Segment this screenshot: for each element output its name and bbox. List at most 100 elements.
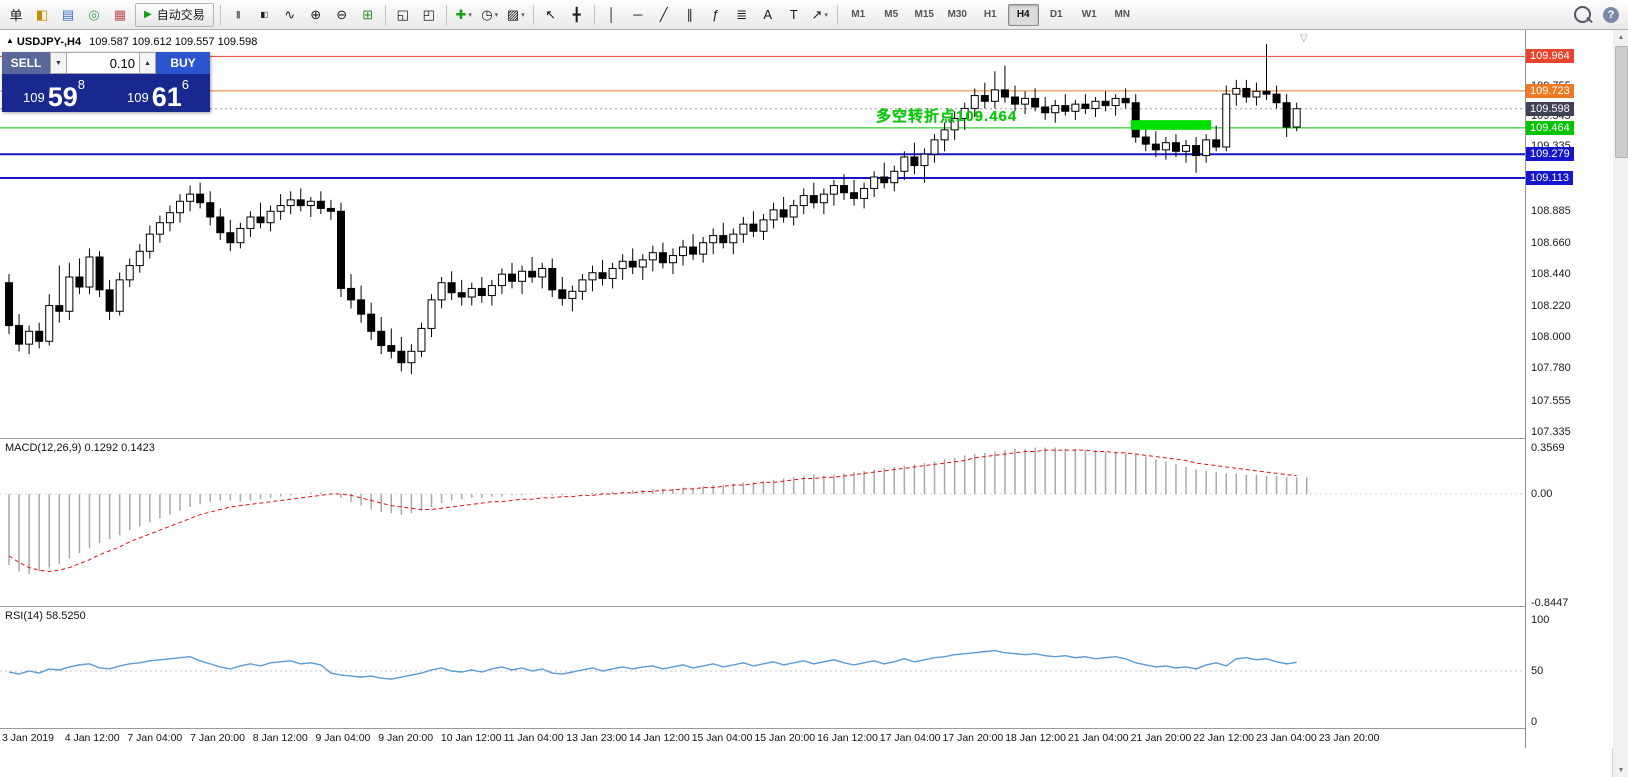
terminal-icon[interactable]: ▦ (108, 3, 132, 27)
auto-trading-button[interactable]: ▶ 自动交易 (135, 2, 214, 27)
toolbar-items: 单 ◧ ▤ ◎ ▦ ▶ 自动交易 ||| ▮▯ ∿ ⊕ ⊖ ⊞ ◱ ◰ ✚ ▾ ◷ ▾ ▨ ▾ ↖ ╋ │ ─ ╱ ∥ ƒ ≣ A T ↗ ▾ (3, 2, 842, 27)
price-tick: 108.660 (1531, 236, 1571, 249)
highlight-zone (1130, 120, 1212, 130)
volume-decrease-button[interactable]: ▼ (50, 52, 67, 74)
timeframe-group: M1 M5 M15 M30 H1 H4 D1 W1 MN (842, 3, 1139, 26)
data-window-icon[interactable]: ▤ (56, 3, 80, 27)
price-tick: 108.220 (1531, 299, 1571, 312)
tf-M30[interactable]: M30 (947, 9, 967, 20)
crosshair-icon[interactable]: ╋ (565, 3, 589, 27)
arrows-icon[interactable]: ↗ ▾ (808, 3, 832, 27)
sell-button[interactable]: SELL (2, 52, 50, 74)
tile-windows-icon[interactable]: ◱ (391, 3, 415, 27)
cascade-windows-icon[interactable]: ◰ (417, 3, 441, 27)
search-button[interactable] (1570, 3, 1594, 27)
time-label: 23 Jan 04:00 (1256, 732, 1317, 744)
chevron-down-icon: ▾ (824, 11, 828, 19)
text-label-icon[interactable]: T (782, 3, 806, 27)
volume-input[interactable] (67, 52, 139, 74)
toolbar-separator (445, 4, 447, 25)
tf-M5[interactable]: M5 (884, 9, 899, 20)
chevron-down-icon: ▾ (494, 11, 499, 19)
scrollbar-thumb[interactable] (1615, 46, 1628, 158)
tf-M1[interactable]: M1 (851, 9, 866, 20)
tf-MN[interactable]: MN (1114, 9, 1130, 20)
price-tick: 108.885 (1531, 204, 1571, 217)
navigator-glyph: ◎ (88, 6, 100, 22)
scroll-up-icon[interactable]: ▲ (1617, 33, 1625, 41)
trendline-glyph: ╱ (659, 6, 668, 22)
time-axis[interactable]: 3 Jan 2019 4 Jan 12:00 7 Jan 04:00 7 Jan 20… (0, 728, 1525, 748)
bar-chart-icon[interactable]: ||| (226, 3, 250, 27)
navigator-icon[interactable]: ◎ (82, 3, 106, 27)
chevron-down-icon: ▾ (468, 11, 472, 19)
vertical-line-icon[interactable]: │ (600, 3, 624, 27)
rsi-panel-svg[interactable] (0, 606, 1525, 728)
volume-increase-button[interactable]: ▲ (139, 52, 156, 74)
fibonacci-icon[interactable]: ƒ (704, 3, 728, 27)
price-tick: 108.000 (1531, 331, 1571, 343)
scroll-down-icon[interactable]: ▼ (1617, 766, 1625, 774)
horizontal-line-glyph: ─ (633, 7, 643, 22)
tf-W1[interactable]: W1 (1081, 9, 1097, 20)
ohlc-values: 109.587 109.612 109.557 109.598 (89, 36, 258, 48)
equidistant-channel-icon[interactable]: ∥ (678, 3, 702, 27)
macd-label: MACD(12,26,9) 0.1292 0.1423 (5, 442, 155, 454)
template-selector-icon[interactable]: ▨ ▾ (504, 3, 528, 27)
tf-D1[interactable]: D1 (1049, 9, 1063, 20)
zoom-out-icon[interactable]: ⊖ (330, 3, 354, 27)
candlestick-chart-icon[interactable]: ▮▯ (252, 3, 276, 27)
trendline-icon[interactable]: ╱ (652, 3, 676, 27)
price-chart-svg[interactable] (0, 30, 1525, 438)
cursor-icon[interactable]: ↖ (539, 3, 563, 27)
arrows-glyph: ↗ (811, 6, 823, 22)
chart-annotation: 多空转折点109.464 (876, 108, 1018, 125)
toolbar: 单 ◧ ▤ ◎ ▦ ▶ 自动交易 ||| ▮▯ ∿ ⊕ ⊖ ⊞ ◱ ◰ ✚ ▾ ◷ ▾ ▨ ▾ ↖ ╋ │ ─ ╱ ∥ ƒ ≣ A T ↗ ▾ … (0, 0, 1628, 30)
macd-panel-svg[interactable] (0, 438, 1525, 606)
vertical-scrollbar[interactable]: ▲ ▼ (1612, 30, 1628, 777)
auto-arrange-icon[interactable]: ⊞ (356, 3, 380, 27)
buy-price-pip: 6 (181, 77, 189, 92)
chevron-down-icon: ▾ (521, 11, 525, 19)
macd-rsi-divider[interactable] (0, 606, 1612, 607)
zoom-in-icon[interactable]: ⊕ (304, 3, 328, 27)
chart-shift-marker[interactable]: ▽ (1300, 33, 1308, 44)
chart-macd-divider[interactable] (0, 438, 1612, 439)
tile-windows-glyph: ◱ (396, 6, 409, 22)
new-order-glyph: ✚ (455, 6, 467, 22)
order-ticket-icon[interactable]: 单 (4, 3, 28, 27)
text-icon[interactable]: A (756, 3, 780, 27)
time-label: 21 Jan 20:00 (1130, 732, 1192, 744)
terminal-glyph: ▦ (113, 6, 127, 22)
time-label: 3 Jan 2019 (2, 732, 54, 744)
bar-chart-glyph: ||| (236, 10, 240, 19)
help-icon[interactable]: ? (1603, 6, 1619, 23)
tf-H4[interactable]: H4 (1007, 3, 1039, 26)
toolbar-right: ? (1569, 3, 1625, 27)
rsi-tick: 0 (1531, 716, 1538, 728)
period-selector-icon[interactable]: ◷ ▾ (478, 3, 502, 27)
market-watch-icon[interactable]: ◧ (30, 3, 54, 27)
time-label: 22 Jan 12:00 (1193, 732, 1255, 744)
cascade-windows-glyph: ◰ (422, 6, 435, 22)
time-label: 7 Jan 20:00 (190, 732, 245, 744)
horizontal-line-icon[interactable]: ─ (626, 3, 650, 27)
new-order-icon[interactable]: ✚ ▾ (452, 3, 476, 27)
order-ticket-glyph: 单 (9, 8, 23, 23)
line-chart-icon[interactable]: ∿ (278, 3, 302, 27)
buy-button[interactable]: BUY (156, 52, 210, 74)
objects-list-icon[interactable]: ≣ (730, 3, 754, 27)
time-label: 4 Jan 12:00 (64, 732, 120, 744)
buy-price[interactable]: 109 61 6 (106, 74, 210, 112)
one-click-trading-panel: SELL ▼ ▲ BUY 109 59 8 109 61 6 (2, 52, 210, 112)
search-icon (1573, 6, 1591, 23)
price-axis[interactable]: 109.755109.545109.335108.885108.660108.4… (1525, 30, 1613, 748)
fibonacci-glyph: ƒ (712, 7, 720, 22)
price-tick: 108.440 (1531, 268, 1571, 281)
tf-M15[interactable]: M15 (914, 9, 934, 20)
tf-H1[interactable]: H1 (983, 9, 997, 20)
zoom-out-glyph: ⊖ (336, 6, 348, 22)
price-tick: 107.335 (1531, 426, 1571, 438)
sell-price[interactable]: 109 59 8 (2, 74, 106, 112)
period-selector-glyph: ◷ (481, 6, 493, 22)
